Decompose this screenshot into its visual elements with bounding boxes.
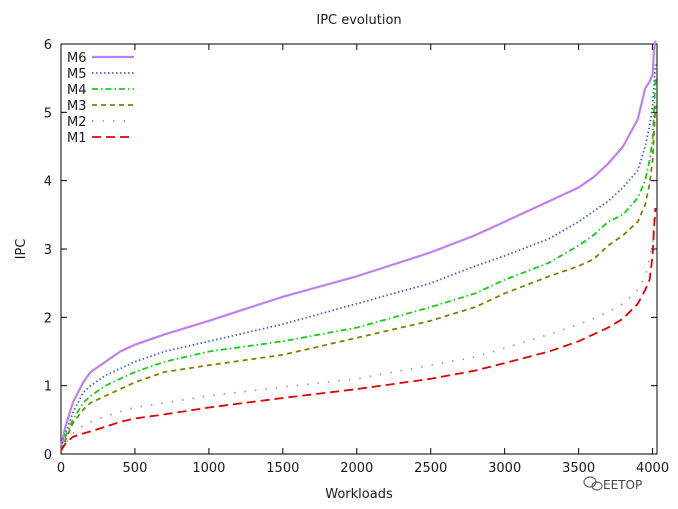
x-tick-label: 1500 xyxy=(266,461,299,476)
y-axis-label: IPC xyxy=(14,239,29,260)
x-tick-label: 0 xyxy=(57,461,65,476)
y-tick-label: 6 xyxy=(44,38,52,53)
chart-title: IPC evolution xyxy=(316,13,401,28)
y-tick-label: 1 xyxy=(44,380,52,395)
plot-frame xyxy=(60,43,658,455)
y-tick-label: 5 xyxy=(44,106,52,121)
y-tick-label: 3 xyxy=(44,243,52,258)
series-line-m2 xyxy=(60,201,657,452)
legend-label-m6: M6 xyxy=(67,51,87,66)
y-tick-label: 4 xyxy=(44,175,52,190)
x-tick-label: 500 xyxy=(123,461,148,476)
series-line-m4 xyxy=(60,78,657,451)
series-line-m5 xyxy=(60,64,657,448)
x-tick-label: 3000 xyxy=(488,461,521,476)
x-tick-label: 2500 xyxy=(414,461,447,476)
legend-label-m3: M3 xyxy=(67,99,87,114)
legend-label-m1: M1 xyxy=(67,131,87,146)
legend-label-m4: M4 xyxy=(67,83,87,98)
watermark-text: EETOP xyxy=(603,478,642,492)
x-tick-label: 1000 xyxy=(192,461,225,476)
x-tick-label: 3500 xyxy=(562,461,595,476)
series-lines xyxy=(59,40,657,452)
series-line-m6 xyxy=(59,40,657,448)
series-line-m3 xyxy=(60,105,657,451)
watermark: EETOP xyxy=(583,476,642,492)
y-tick-label: 2 xyxy=(44,311,52,326)
legend-label-m5: M5 xyxy=(67,67,87,82)
y-tick-label: 0 xyxy=(44,448,52,463)
series-line-m1 xyxy=(60,207,657,452)
x-tick-label: 2000 xyxy=(340,461,373,476)
wechat-icon xyxy=(583,476,603,491)
x-axis-label: Workloads xyxy=(325,487,393,502)
x-tick-label: 4000 xyxy=(636,461,669,476)
legend-label-m2: M2 xyxy=(67,115,87,130)
axis-ticks: 0 500 1000 1500 2000 2500 3000 3500 4000 0 1 2 3 4 5 6 xyxy=(44,38,669,476)
